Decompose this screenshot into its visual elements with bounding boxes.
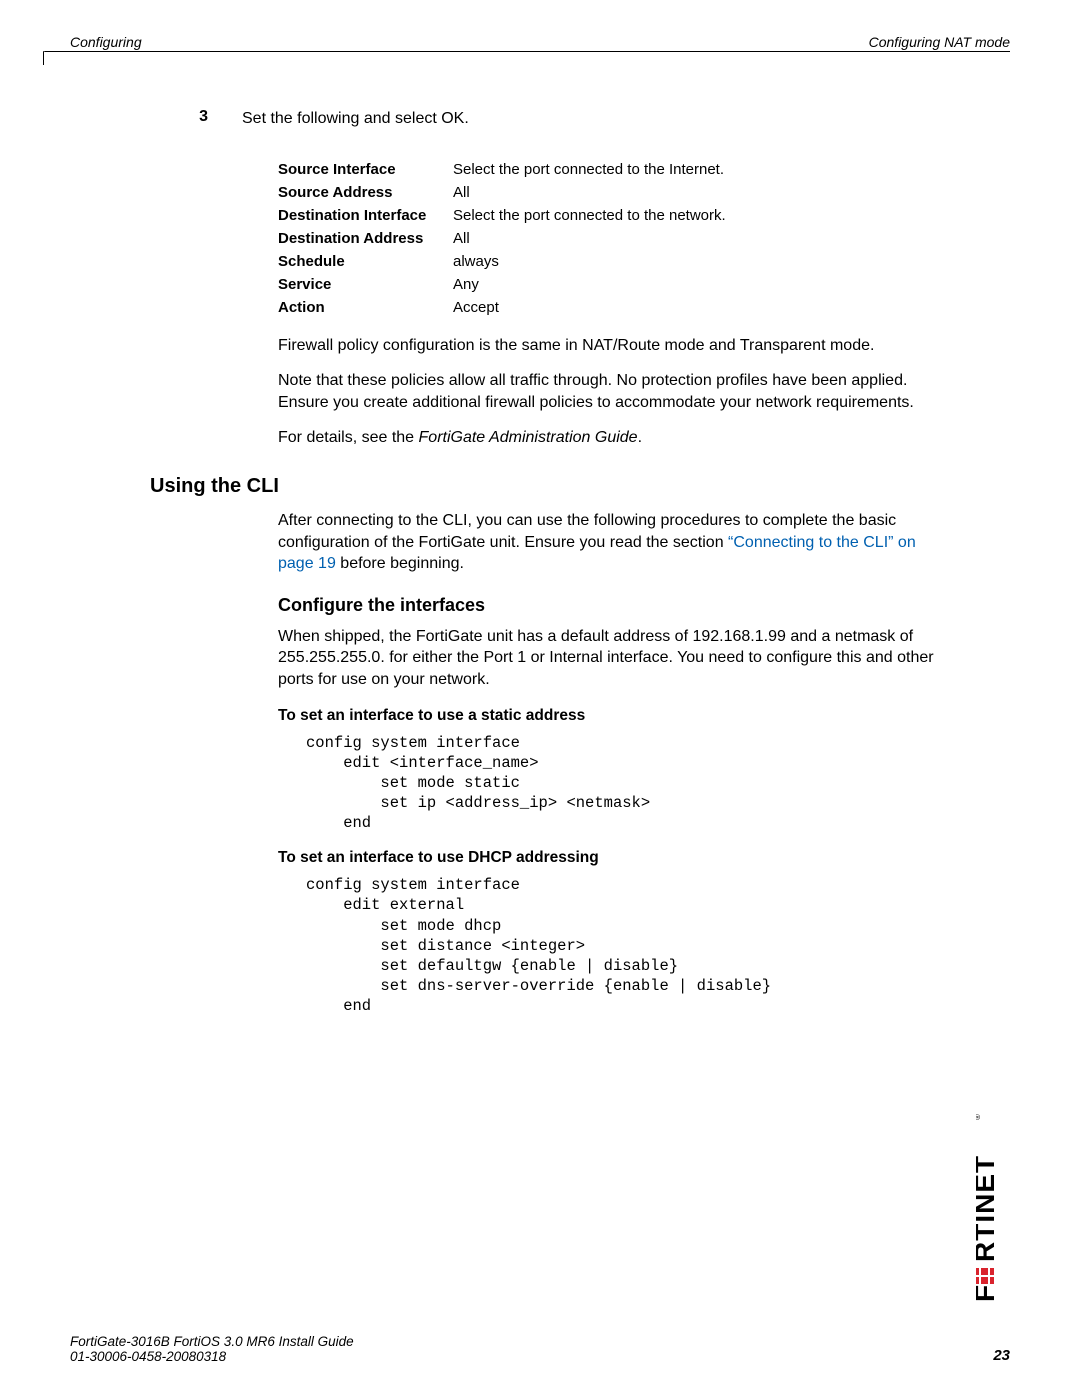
running-footer: FortiGate-3016B FortiOS 3.0 MR6 Install … [70, 1334, 1010, 1364]
step-number: 3 [70, 108, 242, 144]
running-header: Configuring Configuring NAT mode [70, 34, 1010, 50]
table-row: Destination Interface Select the port co… [278, 204, 935, 227]
footer-line2: 01-30006-0458-20080318 [70, 1349, 354, 1364]
table-value: Select the port connected to the Interne… [453, 161, 724, 178]
table-label: Destination Address [278, 230, 453, 247]
table-row: Service Any [278, 273, 935, 296]
code-block: config system interface edit external se… [306, 875, 935, 1016]
page: Configuring Configuring NAT mode 3 Set t… [0, 0, 1080, 1397]
text-run: For details, see the [278, 429, 419, 446]
svg-text:F: F [976, 1284, 1000, 1302]
text-run: . [638, 429, 642, 446]
table-row: Destination Address All [278, 227, 935, 250]
table-label: Schedule [278, 253, 453, 270]
table-row: Source Address All [278, 181, 935, 204]
content-area: 3 Set the following and select OK. Sourc… [70, 108, 935, 1028]
heading-3: Configure the interfaces [278, 595, 935, 616]
footer-line1: FortiGate-3016B FortiOS 3.0 MR6 Install … [70, 1334, 354, 1349]
header-rule [44, 51, 1010, 52]
table-label: Destination Interface [278, 207, 453, 224]
paragraph: Note that these policies allow all traff… [278, 370, 935, 413]
table-row: Source Interface Select the port connect… [278, 158, 935, 181]
heading-4: To set an interface to use a static addr… [278, 707, 935, 725]
step-row: 3 Set the following and select OK. [70, 108, 935, 144]
table-value: Any [453, 276, 479, 293]
paragraph: After connecting to the CLI, you can use… [278, 510, 935, 575]
table-value: Accept [453, 299, 499, 316]
table-value: All [453, 230, 470, 247]
table-row: Action Accept [278, 296, 935, 319]
settings-table: Source Interface Select the port connect… [278, 158, 935, 319]
table-label: Source Interface [278, 161, 453, 178]
svg-text:RTINET: RTINET [976, 1155, 1000, 1262]
table-row: Schedule always [278, 250, 935, 273]
heading-2: Using the CLI [150, 475, 935, 498]
table-label: Action [278, 299, 453, 316]
code-block: config system interface edit <interface_… [306, 733, 935, 834]
paragraph: Firewall policy configuration is the sam… [278, 335, 935, 357]
fortinet-logo-icon: F RTINET ® [976, 1102, 1012, 1317]
page-number: 23 [993, 1347, 1010, 1364]
table-label: Source Address [278, 184, 453, 201]
table-value: always [453, 253, 499, 270]
header-left: Configuring [70, 34, 142, 50]
heading-4: To set an interface to use DHCP addressi… [278, 849, 935, 867]
footer-left: FortiGate-3016B FortiOS 3.0 MR6 Install … [70, 1334, 354, 1364]
table-value: All [453, 184, 470, 201]
header-right: Configuring NAT mode [869, 34, 1010, 50]
paragraph: For details, see the FortiGate Administr… [278, 427, 935, 449]
doc-ref-italic: FortiGate Administration Guide [419, 429, 638, 446]
paragraph: When shipped, the FortiGate unit has a d… [278, 626, 935, 691]
text-run: before beginning. [336, 555, 464, 572]
table-value: Select the port connected to the network… [453, 207, 726, 224]
table-label: Service [278, 276, 453, 293]
svg-text:®: ® [976, 1114, 982, 1120]
step-text: Set the following and select OK. [242, 108, 469, 130]
